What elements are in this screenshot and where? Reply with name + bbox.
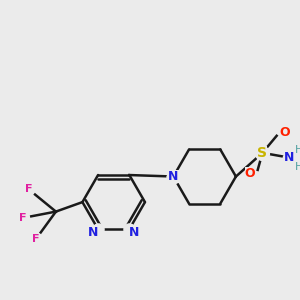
Text: O: O [245, 167, 255, 180]
Text: F: F [19, 213, 27, 223]
Text: F: F [25, 184, 32, 194]
Text: S: S [257, 146, 268, 160]
Text: N: N [284, 151, 294, 164]
Text: N: N [88, 226, 98, 238]
Text: H: H [295, 145, 300, 155]
Text: H: H [295, 162, 300, 172]
Text: F: F [32, 234, 40, 244]
Text: N: N [168, 170, 178, 183]
Text: N: N [168, 170, 178, 183]
Text: N: N [129, 226, 139, 238]
Text: N: N [129, 226, 139, 238]
Text: O: O [279, 126, 290, 140]
Text: N: N [88, 226, 98, 238]
